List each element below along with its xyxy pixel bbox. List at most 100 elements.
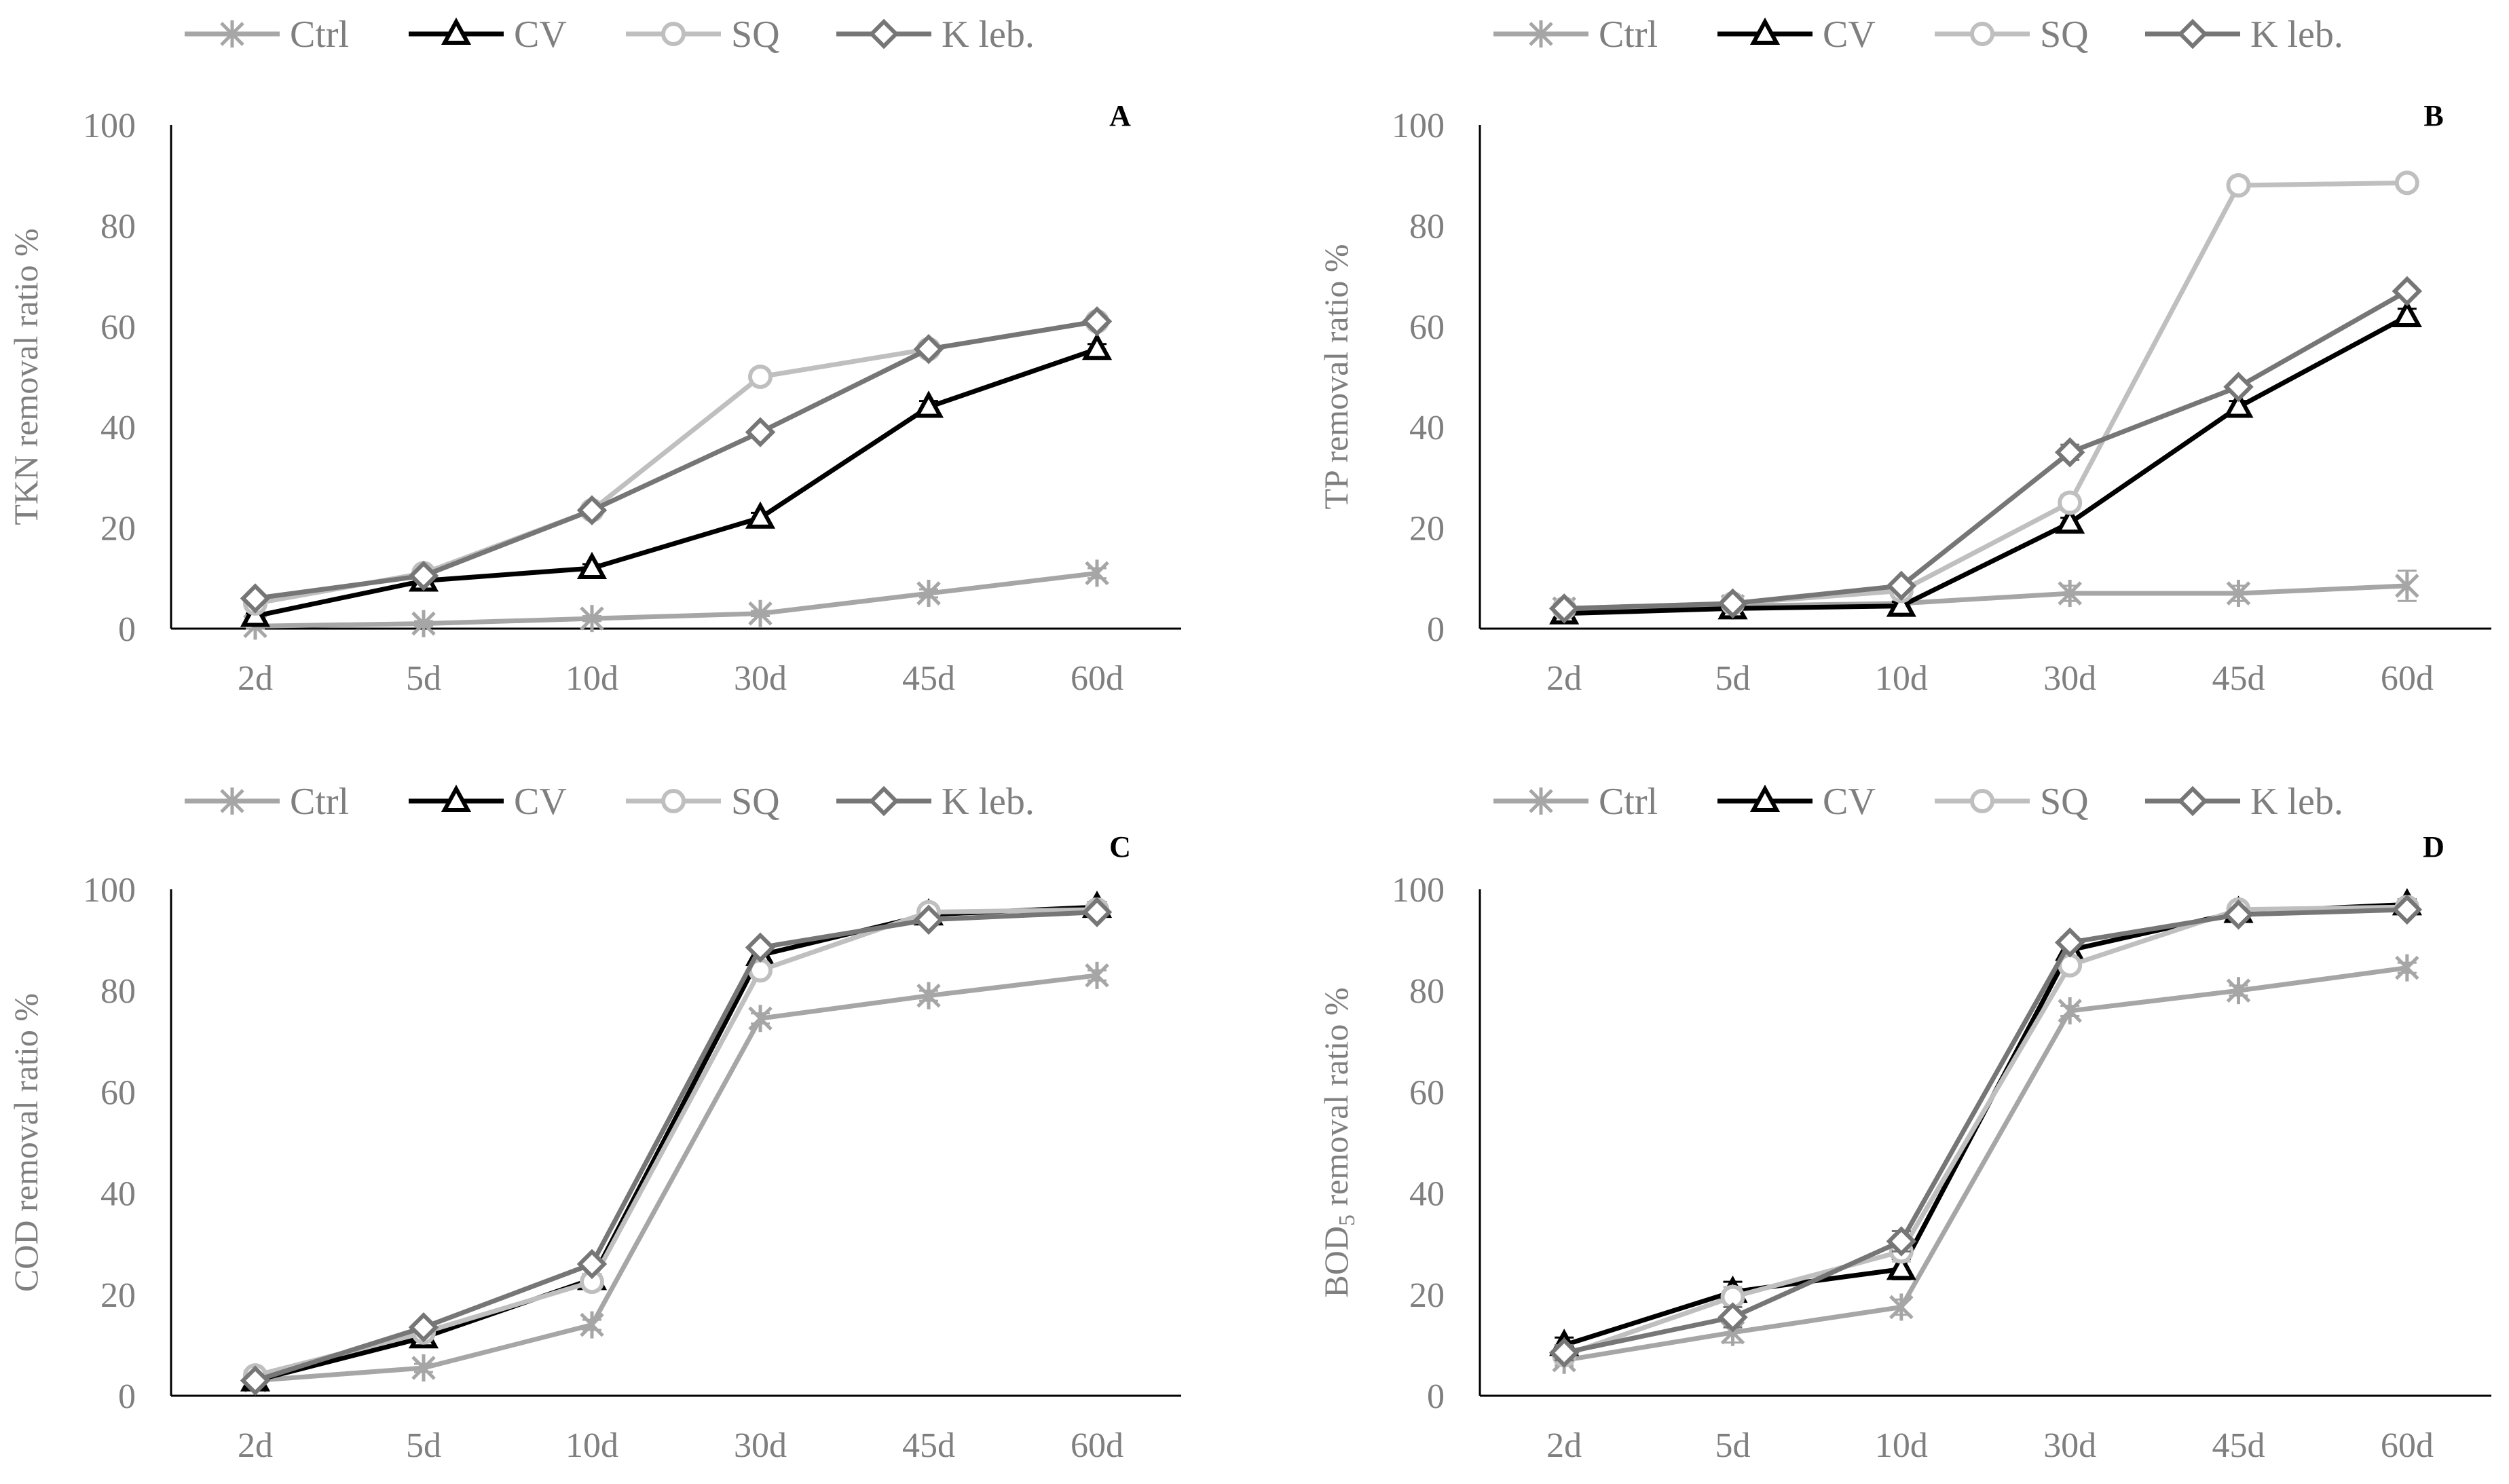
legend-label: CV (514, 14, 567, 56)
x-tick-label: 60d (2381, 1426, 2434, 1465)
y-tick-label: 100 (83, 871, 136, 910)
x-tick-label: 5d (406, 659, 441, 698)
data-point (748, 599, 773, 627)
y-tick-label: 0 (118, 1377, 136, 1416)
y-tick-label: 100 (1392, 107, 1445, 145)
series-kleb (1548, 276, 2423, 624)
x-tick-label: 45d (902, 1426, 955, 1465)
y-tick-label: 60 (100, 308, 136, 347)
data-point (2392, 299, 2422, 327)
data-point (580, 1311, 604, 1339)
legend-marker (1749, 784, 1781, 812)
data-point (576, 551, 608, 579)
y-tick-label: 40 (1409, 409, 1445, 447)
data-point (1886, 1253, 1916, 1280)
legend-item: Ctrl (1493, 781, 1658, 823)
data-point (1085, 961, 1109, 989)
panel-letter: D (2423, 830, 2445, 864)
data-point (1548, 1337, 1580, 1368)
y-tick-label: 20 (1409, 1276, 1445, 1315)
panel-C: 0 20 40 60 80 100 2d 5d 10d 30d 45d 60d COD removal … (7, 781, 1181, 1465)
y-tick-label: 60 (1409, 1073, 1445, 1112)
y-tick-label: 100 (83, 107, 136, 145)
data-point (748, 365, 773, 389)
series-line (255, 570, 1098, 629)
x-tick-label: 2d (1546, 659, 1582, 698)
x-tick-label: 5d (1715, 1426, 1751, 1465)
y-axis-label: TKN removal ratio % (7, 228, 45, 525)
series-line (1564, 180, 2407, 611)
legend-label: Ctrl (290, 14, 349, 56)
legend-label: CV (1823, 14, 1876, 56)
series-ctrl (243, 559, 1109, 640)
legend-item: CV (1717, 14, 1876, 56)
y-tick-label: 100 (1392, 871, 1445, 910)
legend-label: K leb. (942, 781, 1035, 823)
data-point (2394, 170, 2419, 196)
legend-label: Ctrl (1599, 14, 1658, 56)
series-sq (243, 309, 1109, 616)
series-line (255, 973, 1098, 1384)
data-point (2058, 580, 2082, 608)
legend-label: K leb. (2250, 14, 2343, 56)
legend-item: SQ (1935, 781, 2089, 823)
series-line (255, 318, 1098, 606)
legend-item: Ctrl (185, 14, 349, 56)
y-tick-label: 20 (1409, 510, 1445, 549)
legend-label: SQ (731, 781, 780, 823)
data-point (240, 583, 271, 614)
data-point (745, 501, 776, 529)
x-tick-label: 45d (2212, 1426, 2265, 1465)
x-tick-label: 2d (238, 659, 273, 698)
y-tick-label: 80 (100, 972, 136, 1011)
legend-label: CV (514, 781, 567, 823)
data-point (1717, 588, 1748, 619)
legend-item: K leb. (2145, 14, 2343, 56)
data-point (408, 1312, 439, 1343)
x-tick-label: 5d (1715, 659, 1751, 698)
series-line (255, 907, 1098, 1378)
x-tick-label: 30d (734, 1426, 787, 1465)
data-point (913, 904, 944, 935)
series-ctrl (243, 961, 1109, 1394)
data-point (2392, 276, 2423, 307)
y-tick-label: 20 (100, 510, 136, 549)
data-point (580, 605, 604, 633)
legend-item: SQ (1935, 14, 2089, 56)
data-point (411, 610, 436, 637)
data-point (2226, 977, 2251, 1005)
panel-letter: A (1109, 99, 1131, 132)
data-point (916, 580, 941, 608)
data-point (1886, 570, 1917, 601)
legend-marker (1970, 789, 1994, 813)
legend-marker (661, 789, 686, 813)
legend-label: K leb. (942, 14, 1035, 56)
y-tick-label: 80 (1409, 207, 1445, 246)
legend-marker (868, 785, 899, 817)
data-point (2395, 954, 2419, 982)
y-tick-label: 40 (1409, 1175, 1445, 1214)
legend-item: Ctrl (1493, 14, 1658, 56)
legend-item: K leb. (836, 781, 1035, 823)
series-kleb (240, 306, 1113, 614)
legend: Ctrl CV SQ K leb. (185, 781, 1035, 823)
legend-marker (441, 784, 472, 812)
legend-item: Ctrl (185, 781, 349, 823)
data-point (913, 333, 944, 365)
data-point (916, 982, 941, 1009)
y-tick-label: 60 (100, 1073, 136, 1112)
data-point (411, 1354, 436, 1381)
data-point (748, 1005, 773, 1033)
legend-item: K leb. (2145, 781, 2343, 823)
data-point (576, 1248, 608, 1280)
series-line (1564, 314, 2409, 616)
x-tick-label: 60d (1071, 659, 1123, 698)
panel-letter: C (1109, 830, 1131, 864)
legend-item: SQ (626, 781, 780, 823)
data-point (2055, 506, 2085, 534)
legend-label: CV (1823, 781, 1876, 823)
panel-B: 0 20 40 60 80 100 2d 5d 10d 30d 45d 60d TP removal r… (1317, 14, 2491, 698)
series-line (1563, 965, 2408, 1363)
y-tick-label: 0 (1427, 1377, 1445, 1416)
